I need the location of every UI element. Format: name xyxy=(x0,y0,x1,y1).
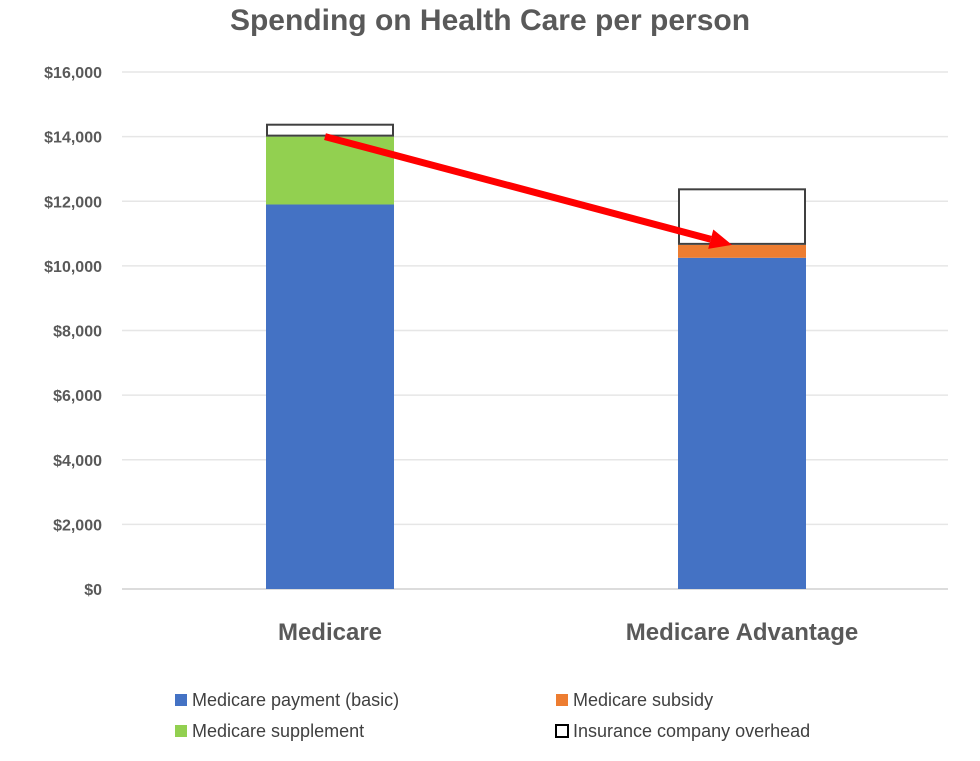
legend-label: Insurance company overhead xyxy=(573,721,810,741)
bar-segment-medicare-subsidy-medicare-advantage xyxy=(678,244,806,258)
chart-title: Spending on Health Care per person xyxy=(229,4,751,37)
x-category-label: Medicare Advantage xyxy=(626,619,859,646)
legend-label: Medicare subsidy xyxy=(573,690,713,710)
y-tick-label: $6,000 xyxy=(53,388,102,405)
x-category-label: Medicare xyxy=(278,619,382,646)
y-tick-label: $12,000 xyxy=(44,194,102,211)
y-tick-label: $2,000 xyxy=(53,517,102,534)
legend-swatch xyxy=(556,694,568,706)
legend-swatch xyxy=(175,725,187,737)
bar-segment-medicare-payment-basic--medicare-advantage xyxy=(678,257,806,589)
legend-label: Medicare payment (basic) xyxy=(192,690,399,710)
y-tick-label: $0 xyxy=(84,582,102,599)
bar-segment-medicare-payment-basic--medicare xyxy=(266,204,394,589)
annotation-arrow-line xyxy=(324,133,712,243)
legend-label: Medicare supplement xyxy=(192,721,364,741)
y-tick-label: $4,000 xyxy=(53,453,102,470)
legend-swatch xyxy=(175,694,187,706)
bar-segment-insurance-company-overhead-medicare xyxy=(266,123,394,137)
y-tick-label: $14,000 xyxy=(44,130,102,147)
y-tick-label: $16,000 xyxy=(44,65,102,82)
annotation-arrow-head xyxy=(708,229,732,249)
legend-swatch xyxy=(555,724,569,738)
y-tick-label: $8,000 xyxy=(53,324,102,341)
y-tick-label: $10,000 xyxy=(44,259,102,276)
